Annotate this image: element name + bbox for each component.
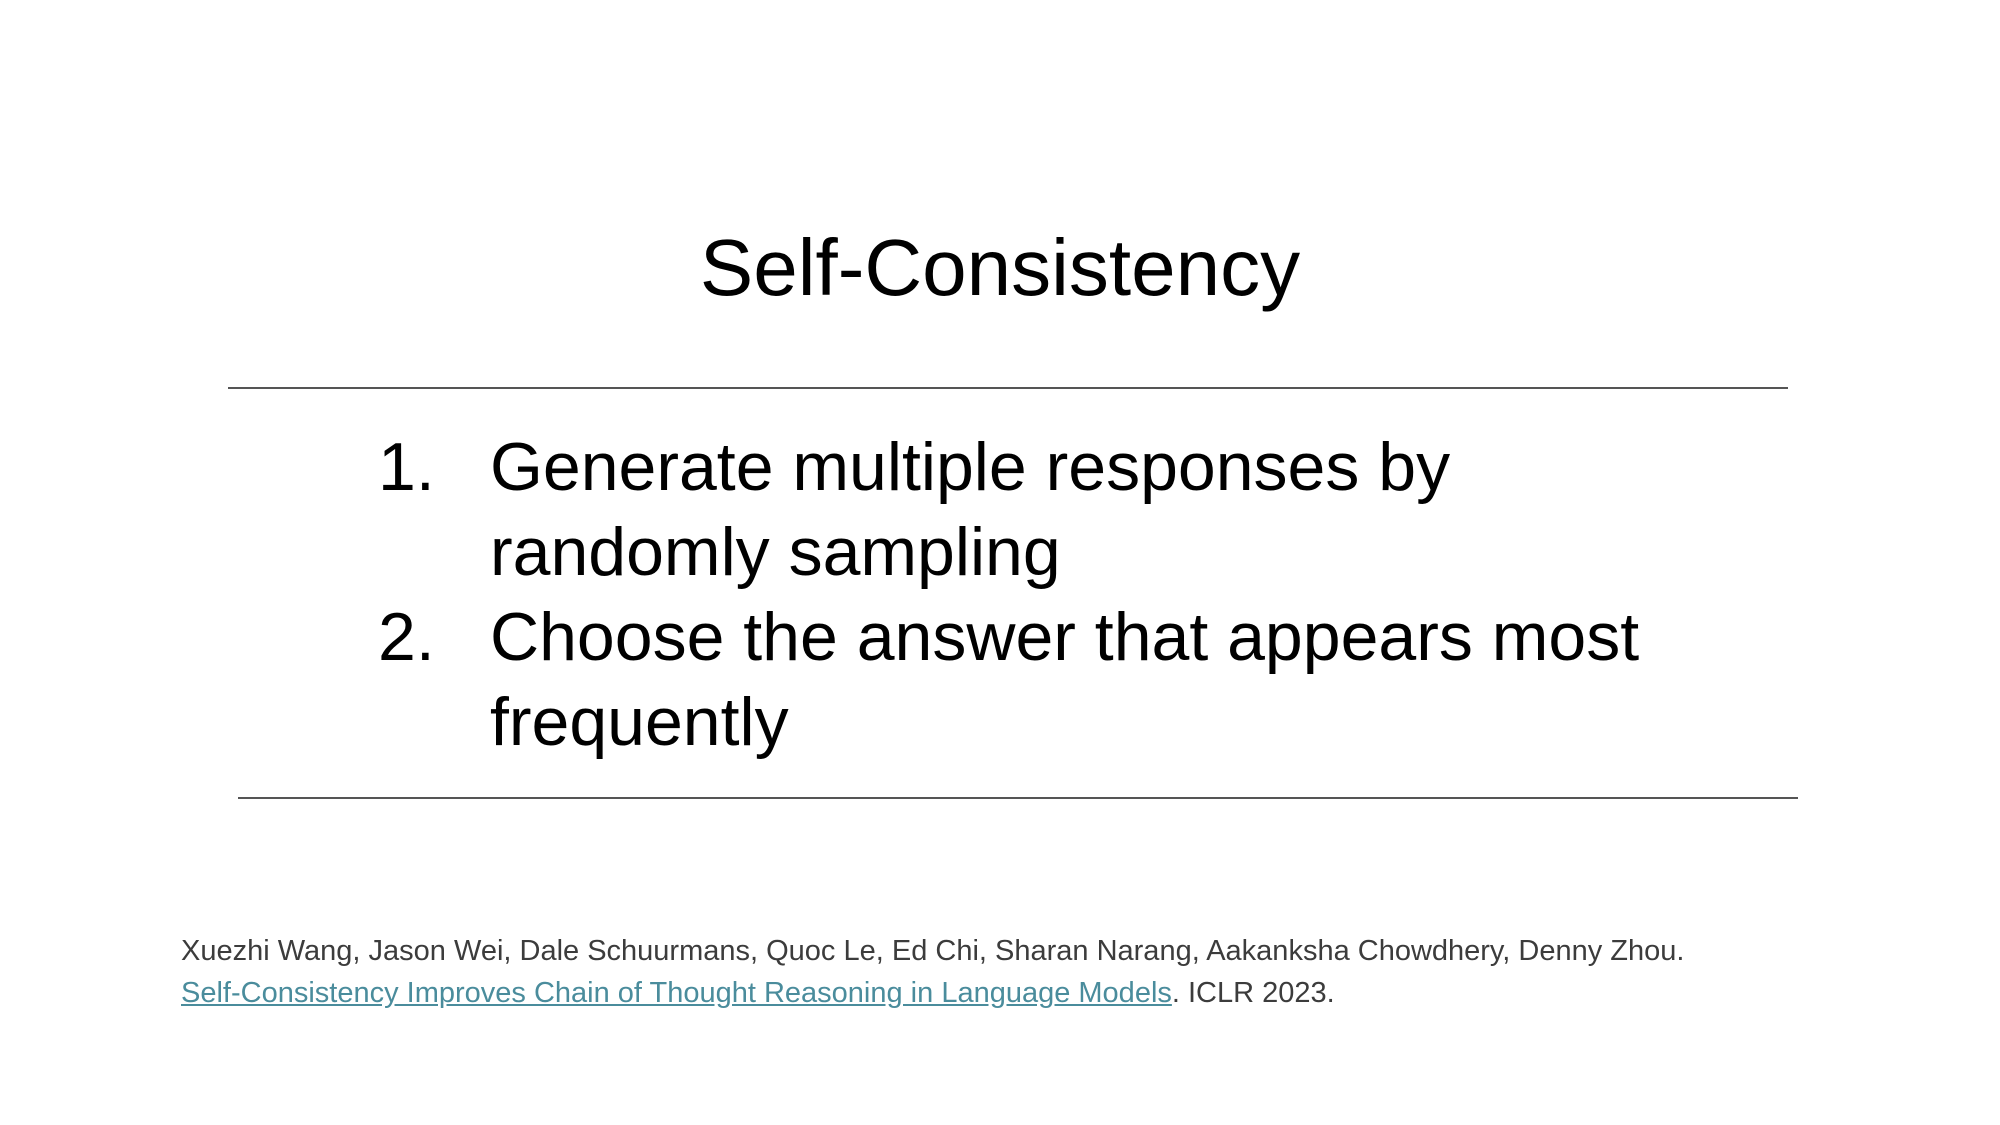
step-number: 1. [378,429,435,505]
citation-reference: Self-Consistency Improves Chain of Thoug… [181,972,1881,1014]
top-divider [228,387,1788,389]
steps-list: 1. Generate multiple responses by random… [370,425,1670,765]
paper-link[interactable]: Self-Consistency Improves Chain of Thoug… [181,977,1172,1009]
step-text: Choose the answer that appears most freq… [490,599,1640,760]
step-number: 2. [378,599,435,675]
bottom-divider [238,797,1798,799]
citation-venue: . ICLR 2023. [1171,977,1335,1009]
step-item: 1. Generate multiple responses by random… [370,425,1670,595]
slide-title: Self-Consistency [699,223,1301,312]
citation: Xuezhi Wang, Jason Wei, Dale Schuurmans,… [181,930,1881,1014]
step-text: Generate multiple responses by randomly … [490,429,1451,590]
citation-authors: Xuezhi Wang, Jason Wei, Dale Schuurmans,… [181,935,1685,967]
step-item: 2. Choose the answer that appears most f… [370,595,1670,765]
